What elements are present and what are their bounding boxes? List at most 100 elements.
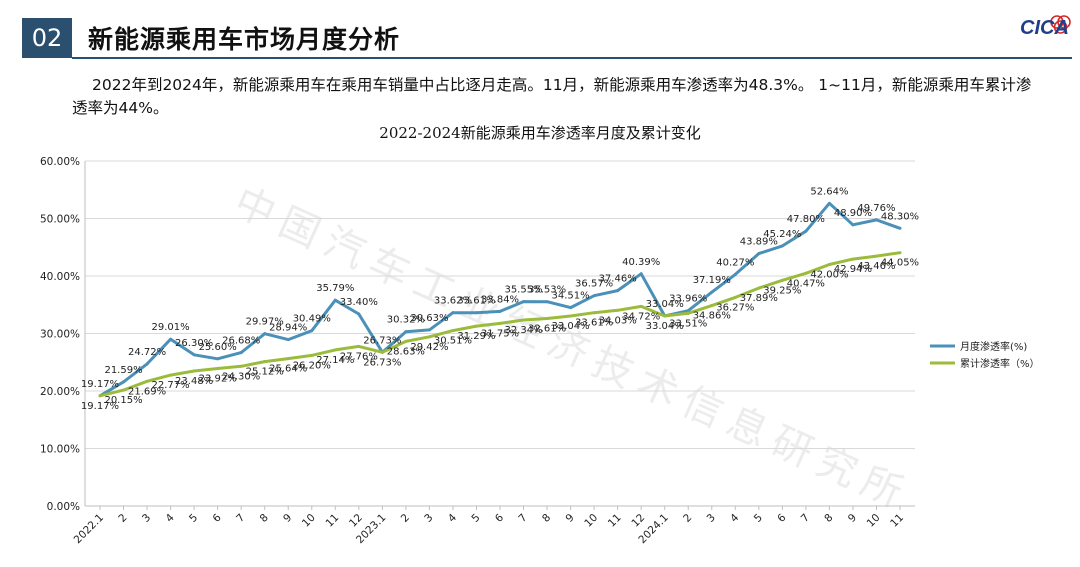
data-label: 29.97% (246, 317, 284, 328)
y-tick-label: 60.00% (40, 156, 80, 168)
data-point (757, 252, 761, 256)
section-number-badge: 02 (22, 18, 72, 58)
x-tick-label: 4 (728, 511, 741, 524)
data-point (874, 254, 878, 258)
data-label: 47.80% (787, 214, 825, 225)
data-label: 33.61% (575, 318, 613, 329)
data-point (780, 244, 784, 248)
x-tick-label: 9 (281, 512, 294, 525)
data-point (169, 373, 173, 377)
data-point (404, 330, 408, 334)
x-tick-label: 11 (888, 512, 906, 530)
data-point (239, 351, 243, 355)
x-tick-label: 5 (469, 512, 482, 525)
data-label: 33.04% (646, 321, 684, 332)
data-label: 33.61% (457, 296, 495, 307)
data-label: 44.05% (881, 258, 919, 269)
data-point (710, 304, 714, 308)
data-point (686, 311, 690, 315)
x-tick-label: 12 (629, 512, 647, 530)
x-tick-label: 10 (582, 512, 600, 530)
data-label: 31.29% (457, 331, 495, 342)
data-label: 28.63% (387, 346, 425, 357)
data-label: 43.46% (857, 261, 895, 272)
data-label: 22.77% (152, 380, 190, 391)
data-point (545, 316, 549, 320)
data-point (427, 328, 431, 332)
x-tick-label: 5 (187, 512, 200, 525)
data-point (216, 366, 220, 370)
title-underline (72, 57, 1072, 59)
data-label: 30.63% (410, 313, 448, 324)
x-tick-label: 2022.1 (72, 512, 106, 546)
data-label: 43.89% (740, 237, 778, 248)
data-label: 35.79% (316, 283, 354, 294)
data-label: 49.76% (857, 203, 895, 214)
data-point (522, 318, 526, 322)
data-point (639, 304, 643, 308)
data-point (569, 306, 573, 310)
data-label: 35.55% (504, 285, 542, 296)
data-label: 33.04% (646, 299, 684, 310)
data-point (310, 329, 314, 333)
x-tick-label: 2 (116, 512, 129, 525)
x-tick-label: 6 (775, 511, 788, 524)
data-point (851, 223, 855, 227)
x-tick-label: 8 (540, 512, 553, 525)
data-label: 31.75% (481, 328, 519, 339)
data-label: 42.94% (834, 264, 872, 275)
data-point (98, 394, 102, 398)
data-label: 29.42% (410, 342, 448, 353)
x-tick-label: 7 (799, 512, 812, 525)
data-point (216, 357, 220, 361)
data-point (427, 335, 431, 339)
x-tick-label: 3 (140, 512, 153, 525)
data-point (192, 369, 196, 373)
data-label: 52.64% (810, 186, 848, 197)
data-label: 33.62% (434, 296, 472, 307)
data-point (263, 360, 267, 364)
data-point (498, 321, 502, 325)
x-tick-label: 8 (822, 512, 835, 525)
data-label: 36.27% (716, 302, 754, 313)
data-point (474, 311, 478, 315)
data-point (616, 289, 620, 293)
y-tick-label: 20.00% (40, 386, 80, 398)
data-label: 48.90% (834, 208, 872, 219)
data-point (239, 364, 243, 368)
data-point (122, 388, 126, 392)
data-label: 33.40% (340, 297, 378, 308)
data-point (592, 311, 596, 315)
data-label: 45.24% (763, 229, 801, 240)
data-point (286, 357, 290, 361)
data-point (710, 290, 714, 294)
x-tick-label: 4 (446, 511, 459, 524)
x-tick-label: 10 (300, 512, 318, 530)
x-tick-label: 3 (422, 512, 435, 525)
data-point (451, 329, 455, 333)
data-label: 37.46% (599, 274, 637, 285)
data-point (780, 278, 784, 282)
data-label: 26.73% (363, 357, 401, 368)
x-tick-label: 6 (211, 511, 224, 524)
data-point (804, 229, 808, 233)
x-tick-label: 11 (323, 512, 341, 530)
data-point (522, 300, 526, 304)
chart-title: 2022-2024新能源乘用车渗透率月度及累计变化 (379, 124, 700, 142)
data-label: 40.39% (622, 257, 660, 268)
data-label: 26.30% (175, 338, 213, 349)
y-tick-label: 30.00% (40, 329, 80, 341)
x-tick-label: 8 (258, 512, 271, 525)
data-point (733, 272, 737, 276)
data-point (286, 338, 290, 342)
data-label: 40.27% (716, 257, 754, 268)
data-label: 28.94% (269, 323, 307, 334)
data-label: 27.14% (316, 355, 354, 366)
x-tick-label: 10 (865, 512, 883, 530)
data-label: 29.01% (152, 322, 190, 333)
logo-text: CICA (1020, 17, 1069, 39)
data-label: 21.59% (104, 365, 142, 376)
data-label: 48.30% (881, 211, 919, 222)
data-point (333, 298, 337, 302)
data-point (639, 272, 643, 276)
